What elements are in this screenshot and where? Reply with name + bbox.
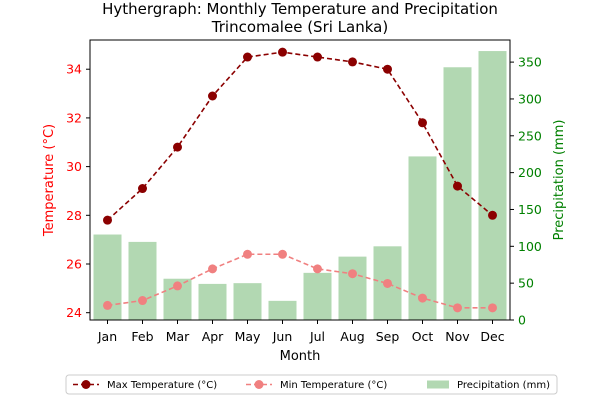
right-tick-label: 150 <box>518 202 542 217</box>
right-tick-label: 0 <box>518 313 526 328</box>
precip-bar <box>268 300 297 320</box>
left-tick-label: 24 <box>66 305 82 320</box>
right-tick-label: 200 <box>518 165 542 180</box>
temp-point <box>173 281 182 291</box>
temp-point <box>383 64 392 74</box>
temp-point <box>103 300 112 310</box>
precip-bar <box>408 156 437 320</box>
precip-bar <box>128 241 157 320</box>
temp-point <box>453 303 462 313</box>
temp-point <box>243 52 252 62</box>
temp-point <box>208 91 217 101</box>
temp-point <box>383 278 392 288</box>
temp-point <box>453 181 462 191</box>
temp-point <box>313 52 322 62</box>
x-tick-label: Jan <box>97 329 117 344</box>
left-axis-label: Temperature (°C) <box>42 124 57 237</box>
legend-label: Max Temperature (°C) <box>107 380 217 391</box>
temp-point <box>418 293 427 303</box>
x-tick-label: May <box>235 329 261 344</box>
legend-label: Min Temperature (°C) <box>280 380 387 391</box>
x-tick-label: Jun <box>272 329 293 344</box>
legend-bar-swatch <box>427 380 449 389</box>
precip-bar <box>198 283 227 320</box>
left-axis: 24 26 28 30 32 34 <box>66 62 90 320</box>
temp-point <box>208 264 217 274</box>
x-tick-label: Apr <box>202 329 224 344</box>
precip-bar <box>478 51 507 320</box>
temp-line <box>107 253 493 309</box>
left-tick-label: 28 <box>66 208 82 223</box>
precip-bar <box>303 272 332 320</box>
legend: Max Temperature (°C) Min Temperature (°C)… <box>65 374 558 395</box>
temp-point <box>418 118 427 128</box>
temperature-lines <box>103 47 497 313</box>
temp-point <box>348 57 357 67</box>
plot-frame <box>89 39 511 321</box>
legend-marker <box>81 380 91 389</box>
legend-marker <box>254 380 264 389</box>
x-tick-label: Sep <box>376 329 400 344</box>
x-tick-label: Dec <box>480 329 504 344</box>
left-tick-label: 30 <box>66 159 82 174</box>
temp-point <box>138 296 147 306</box>
legend-box <box>65 374 558 395</box>
temp-point <box>488 210 497 220</box>
right-tick-label: 100 <box>518 239 542 254</box>
x-axis: Jan Feb Mar Apr May Jun Jul Aug Sep Oct Nov Dec <box>97 320 505 344</box>
precip-bar <box>233 283 262 320</box>
right-tick-label: 350 <box>518 55 542 70</box>
x-axis-label: Month <box>280 349 321 364</box>
chart-subtitle: Trincomalee (Sri Lanka) <box>211 18 388 36</box>
left-tick-label: 32 <box>66 110 82 125</box>
temp-point <box>278 47 287 57</box>
right-tick-label: 250 <box>518 128 542 143</box>
right-tick-label: 50 <box>518 276 534 291</box>
x-tick-label: Feb <box>131 329 153 344</box>
left-tick-label: 34 <box>66 62 82 77</box>
chart-title: Hythergraph: Monthly Temperature and Pre… <box>102 0 498 18</box>
legend-label: Precipitation (mm) <box>457 380 550 391</box>
temp-point <box>348 269 357 279</box>
x-tick-label: Jul <box>309 329 325 344</box>
temp-point <box>313 264 322 274</box>
right-tick-label: 300 <box>518 91 542 106</box>
x-tick-label: Aug <box>340 329 364 344</box>
x-tick-label: Mar <box>166 329 190 344</box>
temp-point <box>173 142 182 152</box>
temp-point <box>488 303 497 313</box>
right-axis: 0 50 100 150 200 250 300 350 <box>510 55 542 328</box>
precipitation-bars <box>93 51 507 321</box>
x-tick-label: Oct <box>412 329 434 344</box>
left-tick-label: 26 <box>66 257 82 272</box>
temp-line <box>106 51 494 221</box>
precip-bar <box>338 256 367 320</box>
temp-point <box>138 184 147 194</box>
right-axis-label: Precipitation (mm) <box>552 120 567 241</box>
temp-point <box>103 215 112 225</box>
temp-point <box>278 249 287 259</box>
x-tick-label: Nov <box>445 329 470 344</box>
temp-point <box>243 249 252 259</box>
